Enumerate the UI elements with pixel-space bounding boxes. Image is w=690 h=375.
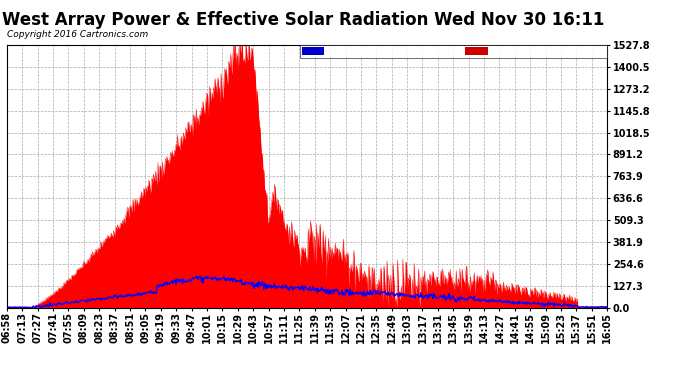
Text: Copyright 2016 Cartronics.com: Copyright 2016 Cartronics.com — [7, 30, 148, 39]
Legend: Radiation (Effective w/m2), West Array (DC Watts): Radiation (Effective w/m2), West Array (… — [300, 45, 607, 58]
Text: West Array Power & Effective Solar Radiation Wed Nov 30 16:11: West Array Power & Effective Solar Radia… — [2, 11, 605, 29]
